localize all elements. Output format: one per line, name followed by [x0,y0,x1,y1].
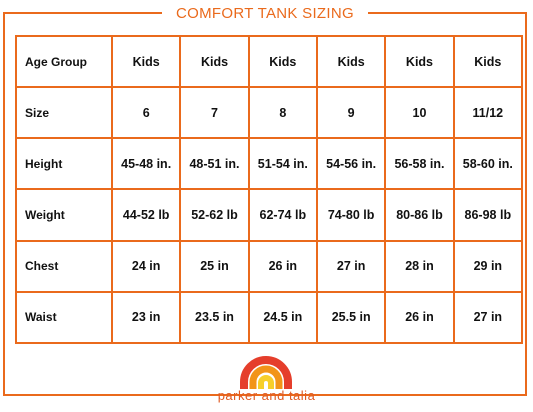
row-label: Weight [15,188,113,242]
table-cell: 58-60 in. [452,137,524,191]
brand-name: parker and talia [217,388,316,403]
table-cell: 56-58 in. [384,137,455,191]
table-cell: 52-62 lb [179,188,250,242]
table-row: Chest 24 in 25 in 26 in 27 in 28 in 29 in [15,239,524,293]
table-cell: 26 in [384,290,455,345]
table-cell: 26 in [247,239,318,293]
table-cell: 10 [384,86,455,140]
row-label: Size [15,86,113,140]
table-cell: 11/12 [452,86,524,140]
table-row: Age Group Kids Kids Kids Kids Kids Kids [15,34,524,89]
table-cell: Kids [110,34,182,89]
table-cell: 27 in [315,239,387,293]
chart-title: COMFORT TANK SIZING [162,3,368,25]
table-row: Weight 44-52 lb 52-62 lb 62-74 lb 74-80 lb 80… [15,188,524,242]
rainbow-logo-icon [240,356,292,389]
table-cell: 54-56 in. [315,137,387,191]
table-row: Size 6 7 8 9 10 11/12 [15,86,524,140]
row-label: Age Group [15,34,113,89]
table-cell: 48-51 in. [179,137,250,191]
table-cell: 24 in [110,239,182,293]
table-cell: 25.5 in [315,290,387,345]
table-cell: 45-48 in. [110,137,182,191]
table-cell: 86-98 lb [452,188,524,242]
table-cell: 74-80 lb [315,188,387,242]
table-cell: 62-74 lb [247,188,318,242]
table-cell: 6 [110,86,182,140]
table-cell: 23.5 in [179,290,250,345]
table-cell: Kids [452,34,524,89]
table-cell: 24.5 in [247,290,318,345]
table-cell: 28 in [384,239,455,293]
table-cell: 8 [247,86,318,140]
table-cell: 9 [315,86,387,140]
table-cell: 7 [179,86,250,140]
table-cell: Kids [315,34,387,89]
table-cell: 27 in [452,290,524,345]
table-cell: 80-86 lb [384,188,455,242]
table-cell: 44-52 lb [110,188,182,242]
table-cell: Kids [384,34,455,89]
table-row: Height 45-48 in. 48-51 in. 51-54 in. 54-56 i… [15,137,524,191]
row-label: Chest [15,239,113,293]
sizing-table: Age Group Kids Kids Kids Kids Kids Kids Size 6 7 8… [15,34,524,345]
table-cell: 23 in [110,290,182,345]
row-label: Waist [15,290,113,345]
row-label: Height [15,137,113,191]
sizing-table-body: Age Group Kids Kids Kids Kids Kids Kids Size 6 7 8… [15,34,524,345]
table-cell: 25 in [179,239,250,293]
table-row: Waist 23 in 23.5 in 24.5 in 25.5 in 26 in 27 i… [15,290,524,345]
table-cell: 29 in [452,239,524,293]
table-cell: Kids [179,34,250,89]
table-cell: 51-54 in. [247,137,318,191]
table-cell: Kids [247,34,318,89]
